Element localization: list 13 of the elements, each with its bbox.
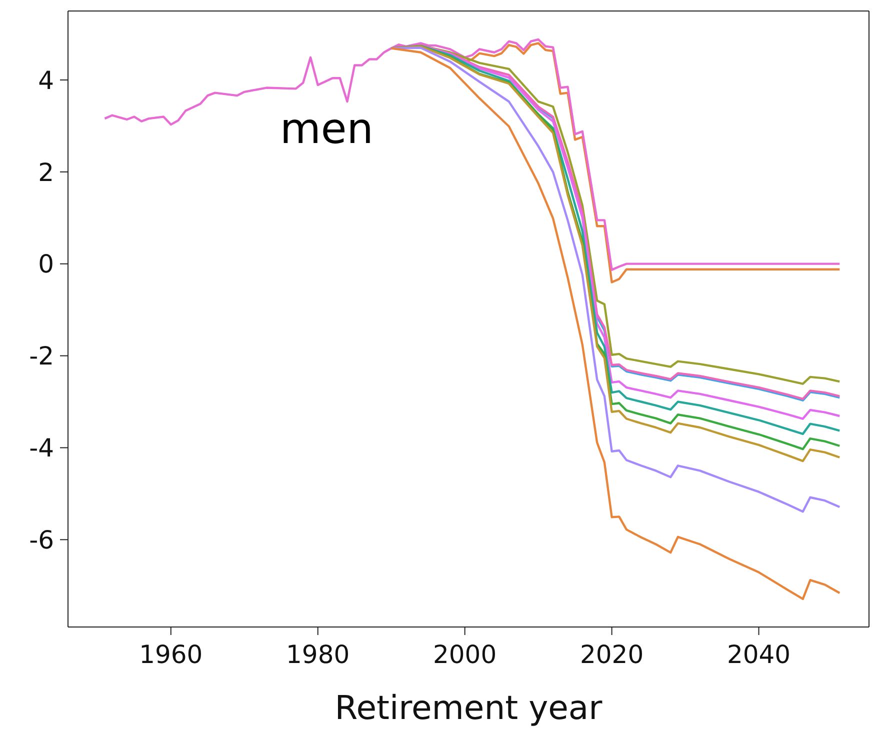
y-tick-label: -2	[29, 342, 54, 371]
x-tick-label: 1980	[286, 640, 350, 669]
y-tick-label: 2	[38, 158, 54, 187]
x-tick-label: 1960	[139, 640, 203, 669]
x-axis-title: Retirement year	[334, 688, 603, 727]
x-tick-label: 2020	[580, 640, 644, 669]
annotation: men	[280, 104, 374, 153]
y-tick-label: -6	[29, 526, 54, 555]
y-tick-label: -4	[29, 434, 54, 463]
x-tick-label: 2040	[726, 640, 791, 669]
x-tick-label: 2000	[433, 640, 497, 669]
y-tick-label: 4	[38, 66, 54, 95]
y-tick-label: 0	[38, 250, 54, 279]
